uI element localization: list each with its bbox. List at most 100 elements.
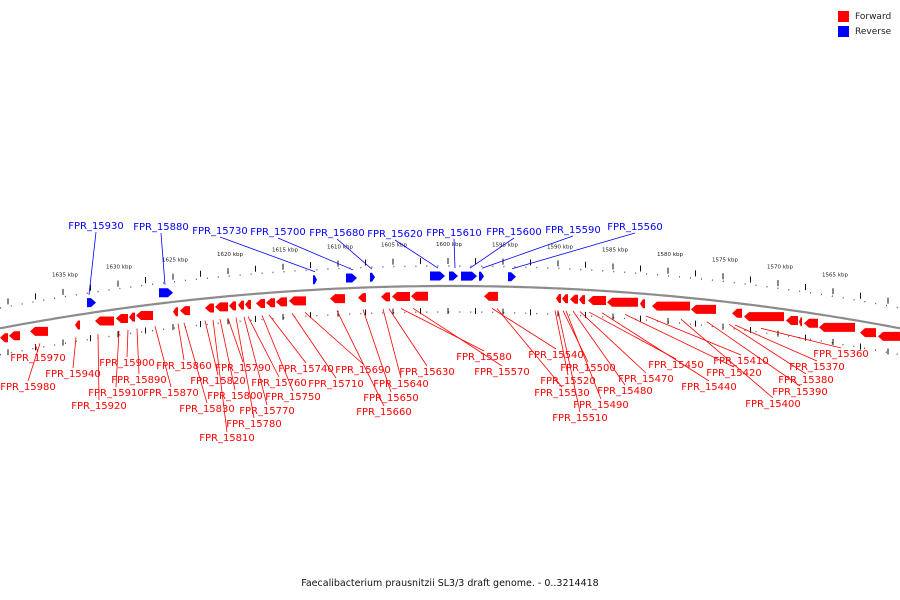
- forward-leader-line: [680, 318, 774, 399]
- gene-arrow: [136, 310, 153, 320]
- forward-gene-label: FPR_15650: [363, 393, 419, 404]
- reverse-leader-line: [511, 232, 636, 270]
- forward-gene-label: FPR_15470: [618, 374, 674, 385]
- reverse-gene-label: FPR_15620: [367, 229, 423, 240]
- forward-leader-line: [304, 312, 364, 365]
- gene-arrow: [330, 294, 345, 304]
- gene-arrow: [180, 306, 190, 316]
- reverse-leader-line: [469, 237, 515, 269]
- forward-gene-label: FPR_15660: [356, 407, 412, 418]
- gene-arrow: [116, 313, 128, 323]
- forward-leader-line: [760, 327, 842, 349]
- legend-reverse: Reverse: [838, 24, 891, 39]
- reverse-leader-line: [336, 238, 373, 270]
- scale-label: 1605 kbp: [381, 243, 407, 249]
- gene-arrow: [381, 292, 390, 302]
- gene-arrow: [484, 291, 498, 301]
- forward-leader-line: [734, 324, 818, 362]
- forward-leader-line: [227, 318, 244, 363]
- forward-gene-label: FPR_15690: [335, 365, 391, 376]
- legend-forward: Forward: [838, 9, 891, 24]
- reverse-gene-label: FPR_15730: [192, 226, 248, 237]
- gene-arrow: [732, 308, 742, 318]
- forward-leader-line: [645, 315, 742, 356]
- gene-arrow: [256, 298, 265, 308]
- forward-gene-label: FPR_15500: [560, 363, 616, 374]
- gene-arrow: [358, 293, 366, 303]
- forward-gene-label: FPR_15810: [199, 433, 255, 444]
- gene-arrow: [878, 331, 900, 341]
- gene-arrow: [652, 301, 690, 311]
- forward-leader-line: [400, 308, 485, 352]
- gene-arrow: [159, 288, 173, 298]
- gene-arrow: [799, 317, 802, 327]
- forward-gene-label: FPR_15820: [190, 376, 246, 387]
- forward-leader-line: [382, 308, 402, 379]
- forward-gene-label: FPR_15360: [813, 349, 869, 360]
- scale-label: 1565 kbp: [822, 272, 848, 278]
- forward-gene-label: FPR_15860: [156, 361, 212, 372]
- legend-forward-label: Forward: [855, 11, 892, 22]
- forward-gene-label: FPR_15370: [789, 362, 845, 373]
- gene-arrow: [588, 295, 606, 305]
- forward-gene-label: FPR_15410: [713, 356, 769, 367]
- forward-gene-label: FPR_15510: [552, 413, 608, 424]
- forward-gene-label: FPR_15900: [99, 358, 155, 369]
- reverse-gene-label: FPR_15560: [607, 222, 663, 233]
- reverse-gene-label: FPR_15610: [426, 228, 482, 239]
- gene-arrow: [640, 299, 645, 309]
- forward-gene-label: FPR_15870: [143, 388, 199, 399]
- reverse-gene-label: FPR_15700: [250, 227, 306, 238]
- forward-leader-line: [706, 321, 801, 387]
- forward-leader-line: [362, 309, 392, 393]
- reverse-leader-line: [453, 238, 456, 269]
- forward-leader-line: [177, 323, 185, 361]
- scale-label: 1580 kbp: [657, 252, 683, 258]
- gene-arrow: [173, 307, 178, 317]
- reverse-leader-line: [277, 237, 354, 271]
- forward-leader-line: [572, 310, 626, 386]
- gene-arrow: [229, 301, 236, 311]
- gene-arrow: [0, 333, 8, 343]
- reverse-swatch: [838, 26, 849, 37]
- reverse-leader-line: [88, 231, 97, 295]
- gene-arrow: [786, 315, 798, 325]
- scale-label: 1620 kbp: [217, 252, 243, 258]
- reverse-gene-label: FPR_15930: [68, 221, 124, 232]
- forward-gene-label: FPR_15440: [681, 382, 737, 393]
- forward-gene-label: FPR_15760: [251, 378, 307, 389]
- forward-leader-line: [554, 310, 569, 376]
- reverse-gene-label: FPR_15590: [545, 225, 601, 236]
- scale-label: 1585 kbp: [602, 248, 628, 254]
- gene-arrow: [570, 294, 578, 304]
- forward-gene-label: FPR_15540: [528, 350, 584, 361]
- gene-arrow: [245, 300, 251, 310]
- forward-swatch: [838, 11, 849, 22]
- forward-gene-label: FPR_15580: [456, 352, 512, 363]
- forward-leader-line: [601, 312, 710, 382]
- gene-arrow: [205, 303, 214, 313]
- forward-leader-line: [243, 316, 268, 406]
- forward-gene-label: FPR_15770: [239, 406, 295, 417]
- forward-leader-line: [579, 311, 647, 374]
- scale-label: 1630 kbp: [106, 264, 132, 270]
- forward-leader-line: [562, 310, 589, 363]
- gene-arrow: [266, 298, 275, 308]
- forward-leader-line: [235, 317, 255, 419]
- reverse-leader-line: [160, 232, 166, 285]
- reverse-gene-label: FPR_15680: [309, 228, 365, 239]
- gene-arrow: [87, 298, 96, 308]
- reverse-leader-line: [394, 239, 439, 269]
- forward-leader-line: [388, 308, 428, 367]
- forward-gene-label: FPR_15570: [474, 367, 530, 378]
- scale-label: 1570 kbp: [767, 264, 793, 270]
- gene-arrow: [744, 312, 784, 322]
- gene-arrow: [276, 297, 287, 307]
- forward-gene-label: FPR_15940: [45, 369, 101, 380]
- forward-gene-label: FPR_15400: [745, 399, 801, 410]
- gene-arrow: [461, 271, 477, 281]
- gene-arrow: [691, 304, 716, 314]
- legend: Forward Reverse: [838, 9, 891, 39]
- forward-leader-line: [261, 315, 294, 392]
